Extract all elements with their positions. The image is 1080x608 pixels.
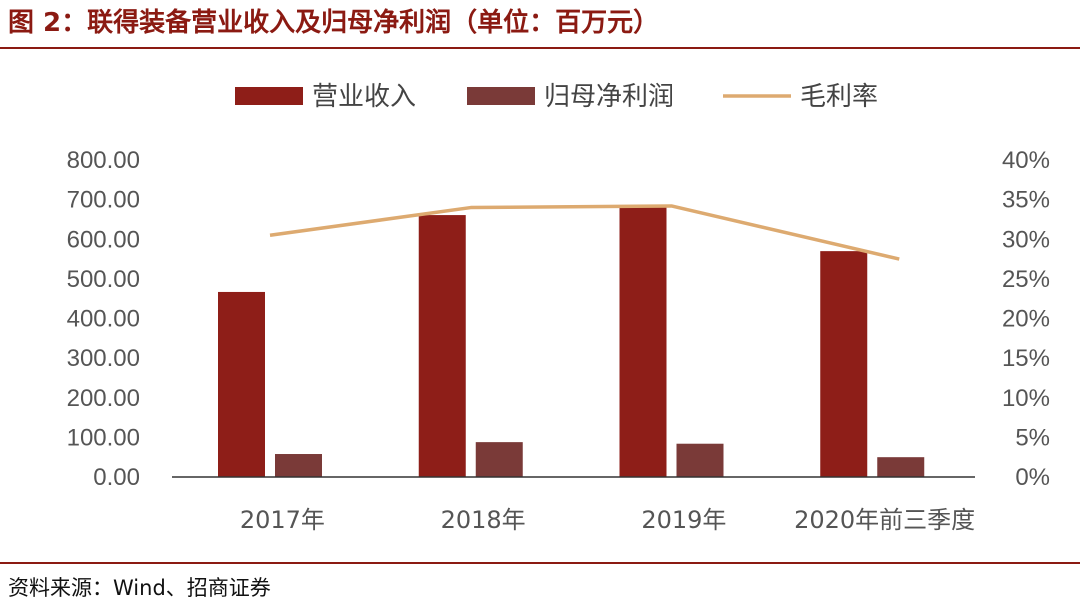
y-right-tick-label: 0% (1015, 464, 1050, 491)
bar-net-profit (275, 454, 322, 477)
source-note: 资料来源：Wind、招商证券 (8, 576, 271, 600)
y-left-tick-label: 0.00 (93, 464, 140, 491)
combo-chart: 800.00 700.00 600.00 500.00 400.00 300.00 200.… (67, 82, 1050, 534)
y-right-tick-label: 10% (1002, 385, 1050, 412)
bar-net-profit (475, 442, 523, 477)
source-divider (0, 562, 1080, 564)
y-right-tick-label: 30% (1002, 226, 1050, 253)
legend-swatch-revenue (235, 87, 303, 105)
legend-label-gross-margin: 毛利率 (800, 82, 878, 112)
y-left-tick-label: 700.00 (67, 187, 140, 214)
x-tick-label: 2018年 (441, 506, 526, 534)
chart-title: 图 2：联得装备营业收入及归母净利润（单位：百万元） (8, 8, 660, 38)
legend-label-revenue: 营业收入 (312, 82, 416, 112)
bar-net-profit (676, 443, 724, 477)
line-gross-margin (269, 204, 900, 261)
y-right-tick-label: 5% (1015, 424, 1050, 451)
x-tick-label: 2019年 (641, 506, 726, 534)
bar-revenue (820, 251, 868, 477)
y-right-tick-label: 40% (1002, 147, 1050, 174)
bar-revenue (218, 291, 265, 477)
legend-label-net-profit: 归母净利润 (544, 82, 674, 112)
legend-swatch-net-profit (467, 87, 535, 105)
y-right-tick-label: 20% (1002, 306, 1050, 333)
y-left-tick-label: 600.00 (67, 226, 140, 253)
x-tick-label: 2017年 (240, 506, 325, 534)
title-divider (0, 47, 1080, 49)
y-left-tick-label: 400.00 (67, 306, 140, 333)
y-left-tick-label: 100.00 (67, 424, 140, 451)
y-right-tick-label: 25% (1002, 266, 1050, 293)
y-left-tick-label: 800.00 (67, 147, 140, 174)
bar-revenue (418, 215, 466, 478)
y-right-tick-label: 35% (1002, 187, 1050, 214)
y-right-tick-label: 15% (1002, 345, 1050, 372)
bar-revenue (619, 205, 667, 478)
y-left-tick-label: 500.00 (67, 266, 140, 293)
y-left-tick-label: 200.00 (67, 385, 140, 412)
x-tick-label: 2020年前三季度 (794, 506, 975, 534)
y-left-tick-label: 300.00 (67, 345, 140, 372)
bar-net-profit (877, 457, 925, 477)
